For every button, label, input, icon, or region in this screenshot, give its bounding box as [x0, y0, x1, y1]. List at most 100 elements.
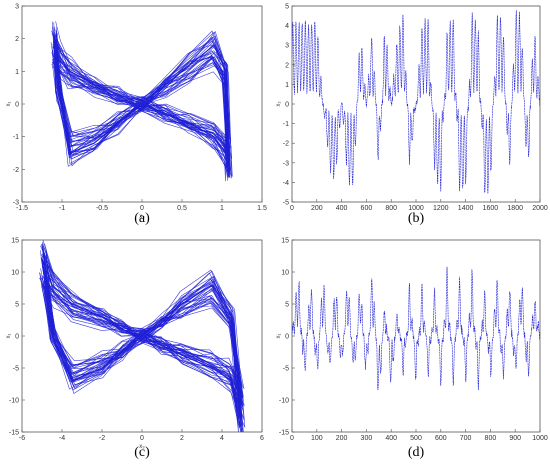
- y-tick-label: -15: [9, 430, 19, 437]
- x-tick-label: 2000: [532, 205, 548, 212]
- y-tick-label: 0: [15, 102, 19, 109]
- y-tick-label: 10: [281, 270, 289, 277]
- x-tick-label: 1: [220, 205, 224, 212]
- y-axis-label: x₂: [276, 101, 282, 107]
- x-tick-label: 200: [311, 205, 323, 212]
- trace-group: [292, 266, 540, 391]
- trace-line: [42, 240, 243, 432]
- y-tick-label: 0: [15, 334, 19, 341]
- y-tick-label: 10: [11, 270, 19, 277]
- y-axis-label: x₁: [6, 101, 12, 106]
- x-tick-label: -0.5: [96, 205, 108, 212]
- trace-group: [50, 21, 233, 182]
- y-tick-label: 15: [281, 238, 289, 245]
- y-tick-label: -1: [283, 121, 289, 128]
- trace-group: [292, 10, 540, 194]
- x-tick-label: 0: [290, 435, 294, 442]
- x-tick-label: 0: [140, 435, 144, 442]
- y-tick-label: -3: [283, 160, 289, 167]
- y-tick-label: -5: [283, 200, 289, 207]
- x-tick-label: 1800: [507, 205, 523, 212]
- y-tick-label: 15: [11, 238, 19, 245]
- trace-line: [42, 245, 243, 432]
- chart-panel-2: 0 200 400 600 800 1000 1200 1400 1600 1800 2000 -5 -…: [276, 4, 548, 227]
- panel-label: (d): [408, 445, 425, 460]
- trace-line: [41, 274, 243, 408]
- trace-group: [39, 240, 246, 432]
- y-tick-label: 4: [285, 23, 289, 30]
- y-tick-label: 2: [285, 62, 289, 69]
- trace-line: [54, 21, 233, 178]
- y-tick-label: -2: [13, 167, 19, 174]
- x-tick-label: 500: [410, 435, 422, 442]
- x-tick-label: 600: [361, 205, 373, 212]
- y-tick-label: 3: [15, 4, 19, 11]
- x-tick-label: 6: [260, 435, 264, 442]
- chart-panel-1: -1.5 -1 -0.5 0 0.5 1 1.5 -3 -2 -1 0 1 2 3 x₃ x₁ (a): [6, 4, 267, 227]
- trace-line: [43, 281, 245, 390]
- trace-line: [292, 266, 540, 391]
- trace-line: [39, 243, 244, 432]
- x-tick-label: -1: [59, 205, 65, 212]
- chart-panel-3: -6 -4 -2 0 2 4 6 -15 -10 -5 0 5 10 15 x₃ x₁ (c): [6, 238, 264, 461]
- y-tick-label: 3: [285, 43, 289, 50]
- y-tick-label: -1: [13, 134, 19, 141]
- y-tick-label: 0: [285, 334, 289, 341]
- x-axis-label: x₃: [139, 444, 145, 450]
- x-tick-label: 400: [336, 205, 348, 212]
- chart-panel-4: 0 100 200 300 400 500 600 700 800 900 1000-15-10-5…: [276, 238, 548, 461]
- x-tick-label: -4: [59, 435, 65, 442]
- x-tick-label: 300: [361, 435, 373, 442]
- y-tick-label: 2: [15, 36, 19, 43]
- x-axis-label: x₃: [139, 214, 145, 220]
- x-tick-label: 0: [290, 205, 294, 212]
- x-tick-label: -1.5: [16, 205, 28, 212]
- x-tick-label: 4: [220, 435, 224, 442]
- trace-line: [55, 57, 231, 140]
- trace-line: [41, 274, 242, 406]
- x-tick-label: 100: [311, 435, 323, 442]
- y-tick-label: -10: [9, 398, 19, 405]
- y-tick-label: -2: [283, 141, 289, 148]
- y-tick-label: -15: [279, 430, 289, 437]
- trace-line: [53, 30, 231, 178]
- trace-line: [41, 258, 243, 420]
- x-tick-label: 400: [385, 435, 397, 442]
- y-axis-label: x₁: [276, 333, 282, 338]
- trace-line: [54, 53, 231, 149]
- y-tick-label: -4: [283, 180, 289, 187]
- x-tick-label: -2: [99, 435, 105, 442]
- y-axis-label: x₁: [6, 333, 12, 338]
- x-tick-label: 800: [485, 435, 497, 442]
- y-tick-label: -10: [279, 398, 289, 405]
- plot-area: [291, 239, 541, 433]
- x-tick-label: 0: [140, 205, 144, 212]
- y-tick-label: 5: [285, 4, 289, 11]
- x-tick-label: 200: [336, 435, 348, 442]
- x-tick-label: 1400: [458, 205, 474, 212]
- y-tick-label: -5: [13, 366, 19, 373]
- x-tick-label: 1000: [532, 435, 548, 442]
- y-tick-label: -5: [283, 366, 289, 373]
- y-tick-label: 1: [285, 82, 289, 89]
- panel-label: (a): [134, 211, 150, 226]
- x-tick-label: 600: [435, 435, 447, 442]
- x-tick-label: 1200: [433, 205, 449, 212]
- y-tick-label: -3: [13, 200, 19, 207]
- trace-line: [40, 245, 239, 432]
- y-tick-label: 5: [15, 302, 19, 309]
- x-tick-label: 0.5: [177, 205, 187, 212]
- panel-label: (c): [134, 445, 150, 460]
- x-tick-label: 700: [460, 435, 472, 442]
- trace-line: [292, 10, 540, 194]
- x-tick-label: 2: [180, 435, 184, 442]
- trace-line: [53, 38, 231, 170]
- trace-line: [43, 250, 245, 421]
- trace-line: [51, 21, 228, 181]
- x-tick-label: 900: [509, 435, 521, 442]
- x-tick-label: 1000: [408, 205, 424, 212]
- x-tick-label: -6: [19, 435, 25, 442]
- trace-line: [51, 40, 227, 169]
- x-tick-label: 1.5: [257, 205, 267, 212]
